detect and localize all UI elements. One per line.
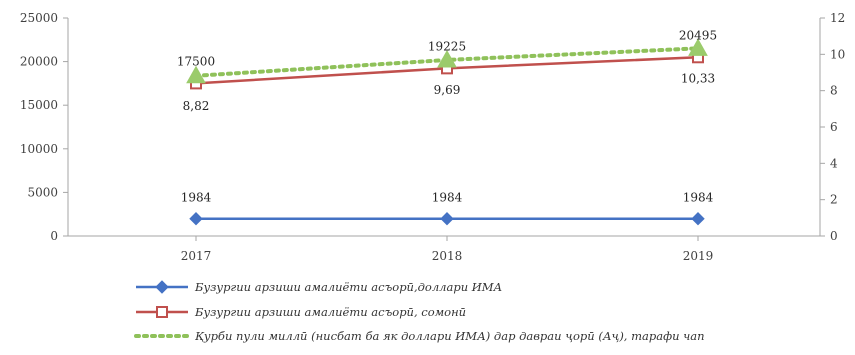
y-right-tick-label: 2 bbox=[830, 193, 838, 207]
data-label: 8,82 bbox=[183, 99, 210, 113]
x-tick-label: 2017 bbox=[181, 249, 212, 263]
legend-marker-0 bbox=[155, 280, 169, 294]
series-2-marker bbox=[186, 65, 206, 84]
data-label: 1984 bbox=[181, 191, 212, 205]
y-right-tick-label: 10 bbox=[830, 47, 845, 61]
legend: Бузургии арзиши амалиёти асъорӣ,доллари … bbox=[134, 280, 705, 343]
y-left-tick-label: 5000 bbox=[27, 185, 58, 199]
legend-label-2: Қурби пули миллӣ (нисбат ба як доллари И… bbox=[195, 329, 705, 343]
y-left-tick-label: 20000 bbox=[20, 55, 58, 69]
y-left-tick-label: 25000 bbox=[20, 11, 58, 25]
x-tick-label: 2019 bbox=[683, 249, 714, 263]
series-group bbox=[186, 38, 708, 226]
series-0-marker bbox=[440, 211, 454, 226]
data-label: 9,69 bbox=[434, 83, 461, 97]
data-label: 1984 bbox=[683, 191, 714, 205]
x-tick-label: 2018 bbox=[432, 249, 463, 263]
y-right-tick-label: 6 bbox=[830, 120, 838, 134]
legend-label-1: Бузургии арзиши амалиёти асъорӣ, сомонӣ bbox=[194, 305, 466, 319]
data-label: 10,33 bbox=[681, 71, 715, 85]
series-0-marker bbox=[691, 211, 705, 226]
y-right-tick-label: 4 bbox=[830, 156, 838, 170]
data-label: 1984 bbox=[432, 191, 463, 205]
data-labels: 1984 1984 1984 17500 19225 20495 8,82 9,69 10,33 bbox=[177, 28, 717, 204]
legend-marker-1 bbox=[156, 306, 168, 318]
y-right-tick-label: 0 bbox=[830, 229, 838, 243]
axes: 0 5000 10000 15000 20000 25000 0 2 4 6 8 10 12 2017 20… bbox=[20, 11, 845, 263]
y-left-tick-label: 15000 bbox=[20, 98, 58, 112]
y-left-tick-label: 0 bbox=[50, 229, 58, 243]
y-left-tick-label: 10000 bbox=[20, 142, 58, 156]
series-0-marker bbox=[189, 211, 203, 226]
data-label: 19225 bbox=[428, 39, 466, 53]
series-2-marker bbox=[688, 38, 708, 56]
data-label: 17500 bbox=[177, 54, 215, 68]
legend-label-0: Бузургии арзиши амалиёти асъорӣ,доллари … bbox=[194, 280, 502, 294]
y-right-tick-label: 12 bbox=[830, 11, 845, 25]
series-2-marker bbox=[437, 49, 457, 68]
data-label: 20495 bbox=[679, 28, 717, 42]
y-right-tick-label: 8 bbox=[830, 84, 838, 98]
